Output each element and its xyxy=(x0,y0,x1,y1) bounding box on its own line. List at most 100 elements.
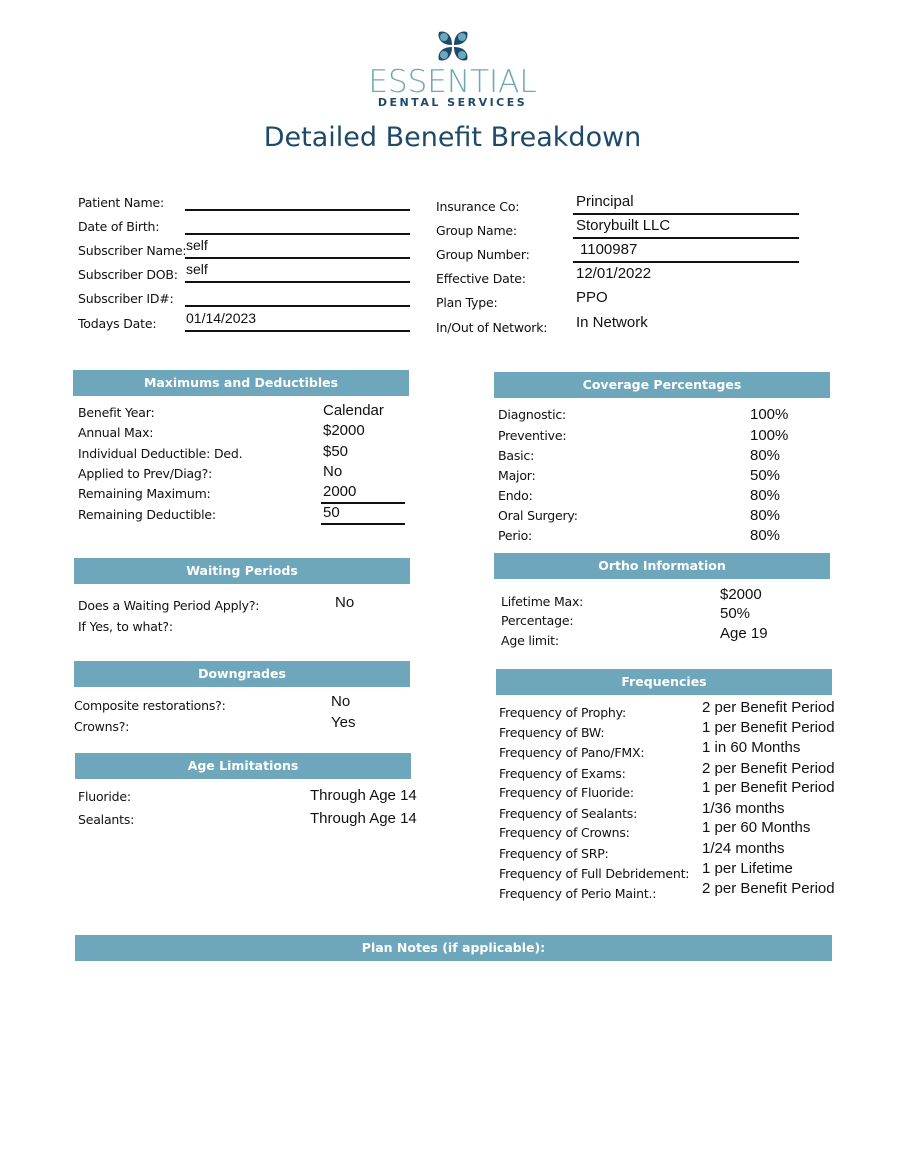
row-value: No xyxy=(335,594,355,611)
ortho-header: Ortho Information xyxy=(494,553,830,579)
field-label: Subscriber Name: xyxy=(78,243,187,258)
field-value: 12/01/2022 xyxy=(576,265,652,282)
value-underline xyxy=(321,502,405,504)
row-value: 50% xyxy=(720,605,751,622)
row-label: Preventive: xyxy=(498,428,567,443)
field-underline xyxy=(185,330,410,332)
row-value: 1 per Benefit Period xyxy=(702,779,835,796)
row-label: Benefit Year: xyxy=(78,405,155,420)
field-label: Effective Date: xyxy=(436,271,526,286)
field-value: self xyxy=(186,237,208,253)
row-label: Perio: xyxy=(498,528,533,543)
row-label: Percentage: xyxy=(501,613,574,628)
row-label: Oral Surgery: xyxy=(498,508,578,523)
row-value: 1 per 60 Months xyxy=(702,819,811,836)
row-value: 2 per Benefit Period xyxy=(702,699,835,716)
row-value: 1/24 months xyxy=(702,840,785,857)
coverage-header: Coverage Percentages xyxy=(494,372,830,398)
row-value: 2 per Benefit Period xyxy=(702,880,835,897)
freq-header: Frequencies xyxy=(496,669,832,695)
row-label: Frequency of Perio Maint.: xyxy=(499,886,657,901)
row-label: Frequency of Exams: xyxy=(499,766,626,781)
row-value: Calendar xyxy=(323,402,384,419)
row-label: Does a Waiting Period Apply?: xyxy=(78,598,260,613)
row-value: 2 per Benefit Period xyxy=(702,760,835,777)
row-label: Frequency of BW: xyxy=(499,725,605,740)
row-label: Remaining Maximum: xyxy=(78,486,211,501)
field-label: Todays Date: xyxy=(78,316,157,331)
row-label: Frequency of Crowns: xyxy=(499,825,630,840)
row-label: Remaining Deductible: xyxy=(78,507,216,522)
field-underline xyxy=(185,209,410,211)
waiting-header: Waiting Periods xyxy=(74,558,410,584)
logo-name: ESSENTIAL xyxy=(368,64,537,100)
row-value: 1/36 months xyxy=(702,800,785,817)
field-underline xyxy=(185,281,410,283)
max-header: Maximums and Deductibles xyxy=(73,370,409,396)
row-value: No xyxy=(331,693,351,710)
field-label: In/Out of Network: xyxy=(436,320,548,335)
field-label: Subscriber ID#: xyxy=(78,291,174,306)
field-label: Group Name: xyxy=(436,223,517,238)
row-value: 1 per Lifetime xyxy=(702,860,793,877)
row-label: Fluoride: xyxy=(78,789,131,804)
row-label: Age limit: xyxy=(501,633,559,648)
row-label: Frequency of Prophy: xyxy=(499,705,626,720)
field-underline xyxy=(573,261,799,263)
field-label: Plan Type: xyxy=(436,295,498,310)
row-value: 100% xyxy=(750,406,789,423)
row-value: Through Age 14 xyxy=(310,787,417,804)
row-value: 2000 xyxy=(323,483,357,500)
field-underline xyxy=(185,305,410,307)
row-value: 1 per Benefit Period xyxy=(702,719,835,736)
field-label: Subscriber DOB: xyxy=(78,267,178,282)
row-value: No xyxy=(323,463,343,480)
row-label: Frequency of Full Debridement: xyxy=(499,866,690,881)
logo-subtitle: DENTAL SERVICES xyxy=(377,96,528,109)
row-label: Applied to Prev/Diag?: xyxy=(78,466,213,481)
downgrades-header: Downgrades xyxy=(74,661,410,687)
plan-notes-header: Plan Notes (if applicable): xyxy=(75,935,832,961)
field-label: Date of Birth: xyxy=(78,219,160,234)
field-label: Group Number: xyxy=(436,247,530,262)
row-label: Frequency of Pano/FMX: xyxy=(499,745,645,760)
row-value: 80% xyxy=(750,507,781,524)
field-value: In Network xyxy=(576,314,648,331)
row-label: Composite restorations?: xyxy=(74,698,226,713)
field-value: Principal xyxy=(576,193,634,210)
field-label: Insurance Co: xyxy=(436,199,520,214)
row-label: Individual Deductible: Ded. xyxy=(78,446,243,461)
row-value: $2000 xyxy=(323,422,365,439)
field-label: Patient Name: xyxy=(78,195,164,210)
value-underline xyxy=(321,523,405,525)
field-underline xyxy=(185,233,410,235)
row-value: 50% xyxy=(750,467,781,484)
field-value: self xyxy=(186,261,208,277)
row-value: 80% xyxy=(750,487,781,504)
field-underline xyxy=(185,257,410,259)
row-value: Age 19 xyxy=(720,625,768,642)
field-value: PPO xyxy=(576,289,608,306)
row-value: Yes xyxy=(331,714,356,731)
row-label: Crowns?: xyxy=(74,719,130,734)
row-label: Diagnostic: xyxy=(498,407,567,422)
row-label: Sealants: xyxy=(78,812,135,827)
row-label: If Yes, to what?: xyxy=(78,619,173,634)
row-label: Major: xyxy=(498,468,536,483)
row-value: 1 in 60 Months xyxy=(702,739,801,756)
row-label: Frequency of Fluoride: xyxy=(499,785,634,800)
page-title: Detailed Benefit Breakdown xyxy=(263,122,642,153)
row-value: 50 xyxy=(323,504,340,521)
row-label: Endo: xyxy=(498,488,533,503)
field-underline xyxy=(573,213,799,215)
row-label: Lifetime Max: xyxy=(501,594,584,609)
field-underline xyxy=(573,237,799,239)
field-value: Storybuilt LLC xyxy=(576,217,671,234)
row-label: Basic: xyxy=(498,448,535,463)
field-value: 01/14/2023 xyxy=(186,310,257,326)
field-value: 1100987 xyxy=(580,241,638,258)
row-value: Through Age 14 xyxy=(310,810,417,827)
row-value: $2000 xyxy=(720,586,762,603)
flower-logo-icon xyxy=(438,31,468,61)
row-label: Annual Max: xyxy=(78,425,154,440)
